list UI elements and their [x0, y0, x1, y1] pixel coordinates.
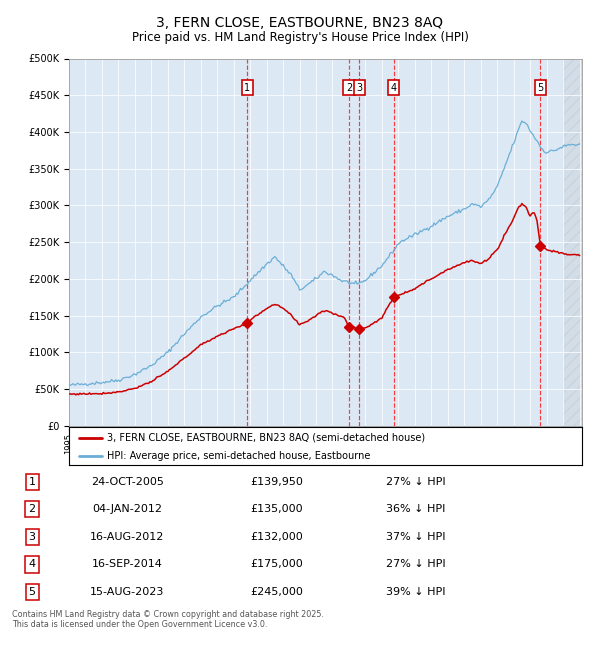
Text: HPI: Average price, semi-detached house, Eastbourne: HPI: Average price, semi-detached house,…	[107, 452, 371, 461]
Text: 24-OCT-2005: 24-OCT-2005	[91, 477, 164, 487]
Text: 2: 2	[29, 504, 36, 514]
Text: 39% ↓ HPI: 39% ↓ HPI	[386, 587, 446, 597]
Bar	[563, 58, 582, 426]
Text: 1: 1	[244, 83, 250, 93]
Text: 27% ↓ HPI: 27% ↓ HPI	[386, 477, 446, 487]
Text: 04-JAN-2012: 04-JAN-2012	[92, 504, 162, 514]
Text: £139,950: £139,950	[251, 477, 304, 487]
Text: 15-AUG-2023: 15-AUG-2023	[90, 587, 164, 597]
Text: £175,000: £175,000	[251, 560, 304, 569]
Text: 5: 5	[537, 83, 544, 93]
Text: 3, FERN CLOSE, EASTBOURNE, BN23 8AQ (semi-detached house): 3, FERN CLOSE, EASTBOURNE, BN23 8AQ (sem…	[107, 433, 425, 443]
Text: 4: 4	[391, 83, 397, 93]
Text: 3: 3	[356, 83, 362, 93]
Text: Price paid vs. HM Land Registry's House Price Index (HPI): Price paid vs. HM Land Registry's House …	[131, 31, 469, 44]
Text: 3, FERN CLOSE, EASTBOURNE, BN23 8AQ: 3, FERN CLOSE, EASTBOURNE, BN23 8AQ	[157, 16, 443, 31]
Text: 3: 3	[29, 532, 35, 542]
Text: 16-SEP-2014: 16-SEP-2014	[92, 560, 163, 569]
Text: 37% ↓ HPI: 37% ↓ HPI	[386, 532, 446, 542]
Text: 2: 2	[346, 83, 352, 93]
Text: 1: 1	[29, 477, 35, 487]
Text: 5: 5	[29, 587, 35, 597]
Text: £132,000: £132,000	[251, 532, 304, 542]
Text: 36% ↓ HPI: 36% ↓ HPI	[386, 504, 446, 514]
Text: £245,000: £245,000	[251, 587, 304, 597]
Text: 4: 4	[29, 560, 36, 569]
Text: Contains HM Land Registry data © Crown copyright and database right 2025.
This d: Contains HM Land Registry data © Crown c…	[12, 610, 324, 629]
Text: 27% ↓ HPI: 27% ↓ HPI	[386, 560, 446, 569]
Text: £135,000: £135,000	[251, 504, 303, 514]
Text: 16-AUG-2012: 16-AUG-2012	[90, 532, 164, 542]
